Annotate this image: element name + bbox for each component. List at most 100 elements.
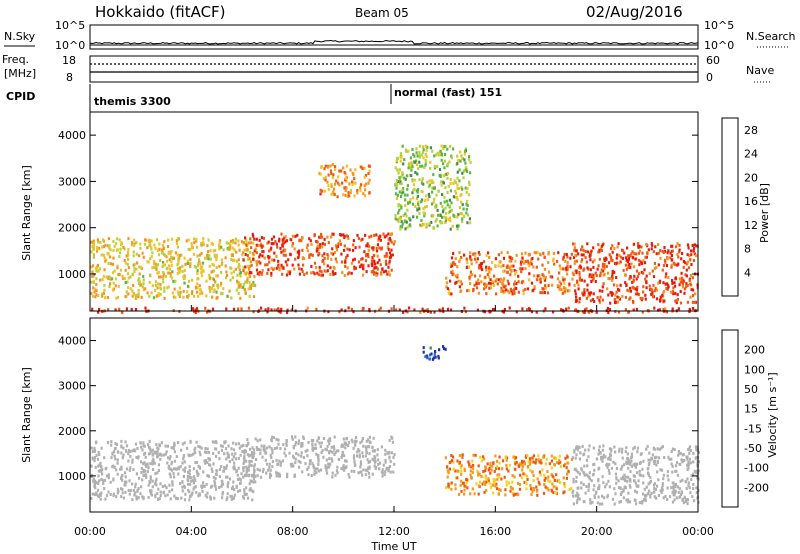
heatmap-cell (456, 186, 459, 190)
heatmap-cell (498, 473, 501, 477)
heatmap-cell (619, 486, 622, 490)
heatmap-cell (573, 261, 576, 265)
heatmap-cell (228, 289, 231, 293)
heatmap-cell (180, 253, 183, 257)
heatmap-cell (218, 475, 221, 479)
heatmap-cell (279, 310, 282, 314)
heatmap-cell (320, 273, 323, 277)
heatmap-cell (238, 264, 241, 268)
heatmap-cell (597, 448, 601, 452)
heatmap-cell (685, 268, 688, 272)
heatmap-cell (195, 490, 198, 494)
heatmap-cell (347, 444, 350, 448)
y-tick-label: 4000 (58, 129, 86, 142)
heatmap-cell (154, 262, 157, 266)
heatmap-cell (126, 286, 130, 290)
heatmap-cell (461, 217, 464, 221)
heatmap-cell (91, 307, 94, 311)
heatmap-cell (578, 497, 581, 501)
heatmap-cell (582, 248, 585, 252)
heatmap-cell (590, 280, 593, 283)
heatmap-cell (353, 469, 356, 473)
heatmap-cell (600, 249, 604, 253)
heatmap-cell (99, 497, 102, 501)
heatmap-cell (663, 246, 666, 249)
heatmap-cell (447, 307, 450, 311)
heatmap-cell (287, 270, 290, 274)
heatmap-cell (242, 475, 245, 479)
heatmap-cell (388, 438, 391, 442)
heatmap-cell (454, 487, 457, 491)
heatmap-cell (376, 267, 379, 271)
heatmap-cell (396, 168, 399, 172)
heatmap-cell (220, 479, 223, 483)
heatmap-cell (593, 468, 596, 472)
heatmap-cell (120, 241, 123, 245)
heatmap-cell (318, 441, 321, 445)
heatmap-cell (432, 173, 435, 177)
heatmap-cell (117, 273, 120, 276)
heatmap-cell (313, 272, 316, 276)
heatmap-cell (640, 270, 643, 274)
heatmap-cell (559, 464, 562, 468)
heatmap-cell (558, 264, 561, 268)
heatmap-cell (189, 439, 192, 443)
heatmap-cell (528, 307, 531, 311)
heatmap-cell (650, 247, 653, 251)
heatmap-cell (651, 243, 654, 247)
heatmap-cell (628, 277, 631, 281)
heatmap-cell (344, 466, 347, 470)
heatmap-cell (325, 458, 328, 462)
heatmap-cell (272, 235, 276, 239)
heatmap-cell (607, 293, 610, 297)
heatmap-cell (311, 253, 314, 257)
heatmap-cell (597, 486, 600, 490)
heatmap-cell (480, 459, 483, 463)
heatmap-cell (123, 480, 127, 484)
heatmap-cell (275, 254, 278, 258)
heatmap-cell (586, 283, 589, 287)
heatmap-cell (95, 269, 98, 273)
heatmap-cell (252, 448, 256, 452)
heatmap-cell (181, 489, 184, 493)
heatmap-cell (320, 235, 324, 239)
heatmap-cell (352, 310, 355, 314)
heatmap-cell (605, 482, 608, 486)
heatmap-cell (116, 296, 120, 299)
heatmap-cell (141, 285, 144, 289)
heatmap-cell (330, 172, 333, 176)
heatmap-cell (655, 463, 658, 467)
heatmap-cell (320, 441, 323, 445)
heatmap-cell (387, 242, 390, 246)
heatmap-cell (543, 291, 546, 294)
heatmap-cell (410, 168, 413, 172)
heatmap-cell (262, 236, 265, 240)
heatmap-cell (429, 310, 432, 314)
heatmap-cell (532, 460, 535, 464)
heatmap-cell (141, 495, 144, 499)
heatmap-cell (669, 256, 672, 260)
heatmap-cell (327, 462, 330, 466)
heatmap-cell (521, 267, 524, 271)
heatmap-cell (384, 259, 387, 263)
heatmap-cell (658, 308, 661, 312)
heatmap-cell (379, 263, 382, 267)
heatmap-cell (600, 457, 603, 461)
heatmap-cell (561, 257, 565, 261)
heatmap-cell (542, 276, 545, 280)
heatmap-cell (93, 273, 96, 276)
heatmap-cell (434, 219, 437, 223)
heatmap-cell (218, 243, 221, 247)
heatmap-cell (487, 477, 490, 481)
heatmap-cell (435, 153, 438, 157)
heatmap-cell (111, 452, 114, 456)
heatmap-cell (106, 244, 110, 248)
heatmap-cell (215, 296, 218, 300)
heatmap-cell (134, 491, 137, 495)
heatmap-cell (533, 287, 536, 290)
heatmap-cell (604, 455, 607, 459)
heatmap-cell (350, 469, 353, 473)
heatmap-cell (646, 445, 649, 449)
heatmap-cell (601, 289, 604, 293)
